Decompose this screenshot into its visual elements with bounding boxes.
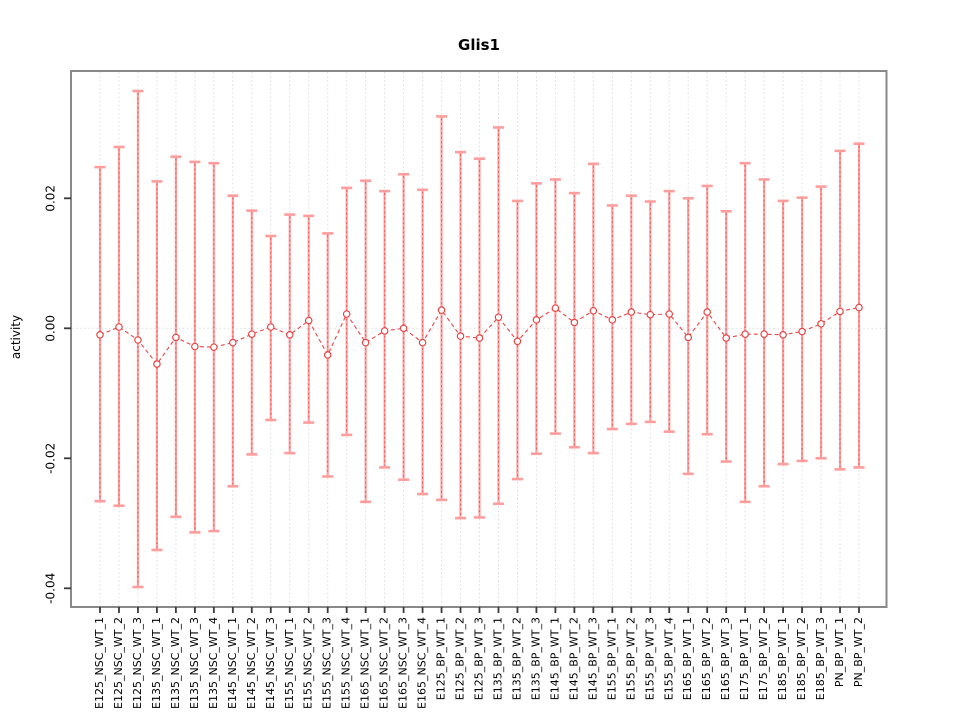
x-tick-label: E165_NSC_WT_2 bbox=[378, 617, 391, 709]
data-point bbox=[608, 316, 617, 324]
x-tick-label: E135_BP_WT_2 bbox=[510, 617, 523, 700]
x-tick-label: E155_BP_WT_3 bbox=[643, 617, 656, 700]
data-point bbox=[551, 304, 560, 312]
x-tick-label: E185_BP_WT_2 bbox=[795, 617, 808, 700]
y-axis: 0.02 0.00 -0.02 -0.04 bbox=[44, 185, 71, 604]
x-tick-label: E165_NSC_WT_3 bbox=[397, 617, 410, 709]
x-tick-label: E145_NSC_WT_1 bbox=[226, 617, 239, 709]
data-point bbox=[323, 351, 332, 359]
x-tick-label: E145_NSC_WT_2 bbox=[245, 617, 258, 709]
x-tick-label: E165_NSC_WT_4 bbox=[416, 617, 429, 709]
data-point bbox=[380, 327, 389, 335]
data-point bbox=[399, 324, 408, 333]
data-point bbox=[285, 330, 294, 339]
x-tick-label: E165_BP_WT_1 bbox=[681, 617, 694, 700]
data-point bbox=[798, 327, 806, 336]
x-tick-label: E125_NSC_WT_1 bbox=[93, 617, 106, 709]
data-point bbox=[266, 323, 275, 331]
data-point bbox=[456, 332, 465, 340]
data-point bbox=[475, 334, 484, 342]
x-tick-label: E155_BP_WT_2 bbox=[624, 617, 637, 700]
data-point bbox=[570, 318, 579, 327]
data-point bbox=[513, 337, 522, 346]
x-tick-label: E135_NSC_WT_4 bbox=[207, 617, 220, 709]
x-tick-label: E175_BP_WT_1 bbox=[738, 617, 751, 700]
error-bars bbox=[94, 89, 865, 589]
x-tick-label: E165_BP_WT_2 bbox=[700, 617, 713, 700]
data-point bbox=[342, 310, 351, 318]
y-tick-label: 0.00 bbox=[44, 315, 58, 342]
x-tick-label: PN_BP_WT_2 bbox=[852, 617, 865, 687]
x-tick-label: E155_BP_WT_1 bbox=[605, 617, 618, 700]
x-tick-label: E125_NSC_WT_3 bbox=[131, 617, 144, 709]
data-point bbox=[741, 330, 749, 338]
data-point bbox=[532, 316, 541, 324]
data-point bbox=[494, 313, 503, 322]
x-tick-label: E155_NSC_WT_3 bbox=[321, 617, 334, 709]
x-tick-label: E125_BP_WT_2 bbox=[454, 617, 467, 700]
data-point bbox=[589, 306, 598, 315]
data-point bbox=[153, 360, 161, 368]
data-point bbox=[665, 310, 674, 318]
data-point bbox=[684, 333, 693, 342]
y-tick-label: -0.02 bbox=[44, 443, 58, 474]
data-point bbox=[836, 307, 844, 316]
x-tick-label: E185_BP_WT_3 bbox=[814, 617, 827, 700]
data-point bbox=[96, 330, 104, 339]
data-point bbox=[760, 330, 768, 338]
x-tick-label: E155_NSC_WT_2 bbox=[302, 617, 315, 709]
x-tick-label: E135_NSC_WT_3 bbox=[188, 617, 201, 709]
x-tick-label: E145_BP_WT_2 bbox=[567, 617, 580, 700]
data-point bbox=[627, 308, 636, 316]
x-tick-label: E155_NSC_WT_1 bbox=[283, 617, 296, 709]
data-point bbox=[779, 330, 787, 339]
x-tick-label: E165_BP_WT_3 bbox=[719, 617, 732, 700]
x-tick-label: E165_NSC_WT_1 bbox=[359, 617, 372, 709]
x-axis: E125_NSC_WT_1 E125_NSC_WT_2 E125_NSC_WT_3 E… bbox=[93, 607, 865, 709]
x-tick-label: E175_BP_WT_2 bbox=[757, 617, 770, 700]
x-tick-label: E185_BP_WT_1 bbox=[776, 617, 789, 700]
data-point bbox=[646, 310, 655, 319]
data-point bbox=[361, 338, 370, 347]
x-tick-label: E155_BP_WT_4 bbox=[662, 617, 675, 700]
y-tick-label: -0.04 bbox=[44, 573, 58, 604]
data-point bbox=[134, 336, 142, 344]
x-tick-label: E155_NSC_WT_4 bbox=[340, 617, 353, 709]
data-point bbox=[817, 319, 825, 328]
data-point bbox=[229, 338, 237, 347]
x-tick-label: E135_BP_WT_1 bbox=[491, 617, 504, 700]
x-tick-label: E145_BP_WT_1 bbox=[548, 617, 561, 700]
x-tick-label: E125_NSC_WT_2 bbox=[112, 617, 125, 709]
x-tick-label: E135_NSC_WT_1 bbox=[150, 617, 163, 709]
data-point bbox=[115, 323, 123, 331]
data-point bbox=[437, 306, 446, 314]
x-tick-label: E125_BP_WT_1 bbox=[435, 617, 448, 700]
data-point bbox=[418, 338, 427, 347]
x-tick-label: E125_BP_WT_3 bbox=[473, 617, 486, 700]
x-tick-label: E135_NSC_WT_2 bbox=[169, 617, 182, 709]
x-tick-label: E145_NSC_WT_3 bbox=[264, 617, 277, 709]
data-point bbox=[172, 333, 180, 342]
data-point bbox=[722, 334, 730, 342]
data-point bbox=[248, 330, 256, 338]
x-tick-label: E145_BP_WT_3 bbox=[586, 617, 599, 700]
x-tick-label: PN_BP_WT_1 bbox=[833, 617, 846, 687]
data-point bbox=[210, 343, 218, 351]
data-point bbox=[703, 308, 712, 316]
data-points bbox=[96, 303, 863, 368]
chart-title: Glis1 bbox=[458, 36, 500, 54]
data-point bbox=[855, 303, 863, 312]
x-tick-label: E135_BP_WT_3 bbox=[529, 617, 542, 700]
data-point bbox=[304, 316, 313, 325]
y-tick-label: 0.02 bbox=[44, 185, 58, 212]
data-point bbox=[191, 342, 199, 351]
